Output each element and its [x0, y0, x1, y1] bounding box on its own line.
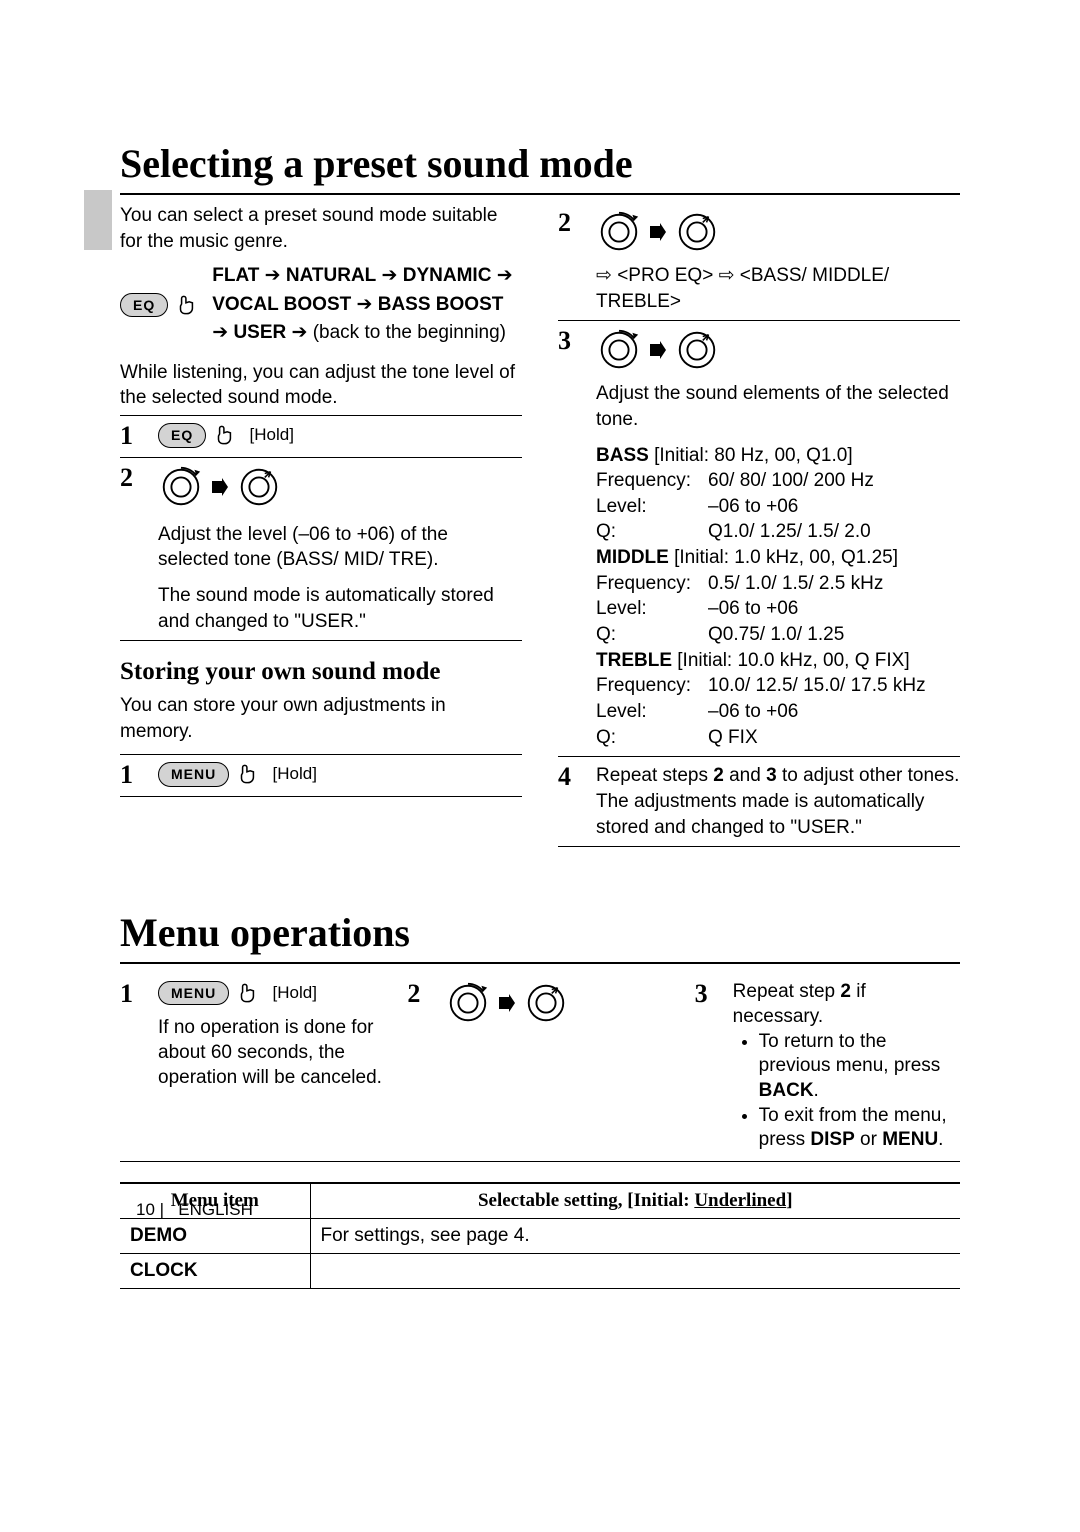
auto-store-text-2: The adjustments made is automatically st… — [596, 789, 960, 840]
rotate-dial-icon — [158, 464, 204, 510]
auto-store-text: The sound mode is automatically stored a… — [158, 583, 522, 634]
rule — [120, 1161, 960, 1162]
rule — [120, 796, 522, 797]
page-footer: 10 | ENGLISH — [136, 1200, 253, 1220]
eq-button-icon: EQ — [158, 423, 206, 448]
press-hand-icon — [235, 980, 261, 1006]
step-number: 1 — [120, 761, 144, 790]
right-step-4: 4 Repeat steps 2 and 3 to adjust other t… — [558, 763, 960, 840]
step-number: 1 — [120, 980, 144, 1090]
rotate-dial-icon — [596, 209, 642, 255]
step-number: 2 — [407, 980, 431, 1026]
step-number: 3 — [558, 327, 582, 750]
step-number: 2 — [558, 209, 582, 314]
rule — [120, 457, 522, 458]
hold-label: [Hold] — [273, 764, 317, 783]
rule — [558, 846, 960, 847]
adjust-level-text: Adjust the level (–06 to +06) of the sel… — [158, 522, 522, 573]
table-row: DEMO For settings, see page 4. — [120, 1218, 960, 1253]
left-step-1: 1 EQ [Hold] — [120, 422, 522, 451]
storing-intro: You can store your own adjustments in me… — [120, 693, 522, 744]
cell-clock: CLOCK — [120, 1253, 310, 1288]
press-dial-icon — [236, 464, 282, 510]
step-number: 1 — [120, 422, 144, 451]
rotate-dial-icon — [596, 327, 642, 373]
arrow-right-icon — [648, 340, 668, 360]
left-store-step-1: 1 MENU [Hold] — [120, 761, 522, 790]
menu-button-icon: MENU — [158, 981, 229, 1005]
rule — [558, 756, 960, 757]
right-column: 2 ⇨ <PRO EQ> ⇨ <BASS/ MIDDLE/ TREBLE> 3 — [558, 203, 960, 849]
footer-divider: | — [160, 1200, 174, 1219]
eq-button-icon: EQ — [120, 293, 168, 318]
right-step-2: 2 ⇨ <PRO EQ> ⇨ <BASS/ MIDDLE/ TREBLE> — [558, 209, 960, 314]
left-column: You can select a preset sound mode suita… — [120, 203, 522, 849]
th-setting: Selectable setting, [Initial: Underlined… — [310, 1183, 960, 1219]
menu-step-3: 3 Repeat step 2 if necessary. To return … — [695, 974, 960, 1159]
storing-subheading: Storing your own sound mode — [120, 655, 522, 689]
hold-label: [Hold] — [250, 425, 294, 444]
menu-step-1: 1 MENU [Hold] If no operation is done fo… — [120, 974, 385, 1159]
adjust-elements-text: Adjust the sound elements of the selecte… — [596, 381, 960, 432]
left-step-2: 2 Adjust the level (–06 to +06) of the s… — [120, 464, 522, 635]
rule — [120, 415, 522, 416]
page-number: 10 — [136, 1200, 155, 1219]
table-row: CLOCK — [120, 1253, 960, 1288]
press-dial-icon — [674, 209, 720, 255]
rotate-dial-icon — [445, 980, 491, 1026]
menu-step-2: 2 — [407, 974, 672, 1159]
rule — [120, 754, 522, 755]
right-step-3: 3 Adjust the sound elements of the selec… — [558, 327, 960, 750]
arrow-right-icon — [210, 477, 230, 497]
menu-table: Menu item Selectable setting, [Initial: … — [120, 1182, 960, 1289]
bass-row: BASS [Initial: 80 Hz, 00, Q1.0] — [596, 443, 960, 469]
press-dial-icon — [674, 327, 720, 373]
bullet-back: To return to the previous menu, press BA… — [759, 1030, 960, 1104]
press-hand-icon — [235, 761, 261, 787]
press-dial-icon — [523, 980, 569, 1026]
rule — [558, 320, 960, 321]
treble-row: TREBLE [Initial: 10.0 kHz, 00, Q FIX] — [596, 648, 960, 674]
nav-path-text: ⇨ <PRO EQ> ⇨ <BASS/ MIDDLE/ TREBLE> — [596, 263, 960, 314]
heading-preset-sound: Selecting a preset sound mode — [120, 140, 960, 187]
press-hand-icon — [174, 292, 200, 318]
cell-demo: DEMO — [120, 1218, 310, 1253]
footer-language: ENGLISH — [178, 1200, 253, 1219]
rule — [120, 640, 522, 641]
step-number: 2 — [120, 464, 144, 635]
arrow-right-icon — [497, 993, 517, 1013]
middle-row: MIDDLE [Initial: 1.0 kHz, 00, Q1.25] — [596, 545, 960, 571]
rule — [120, 962, 960, 964]
cell-clock-setting — [310, 1253, 960, 1288]
hold-label: [Hold] — [273, 983, 317, 1002]
press-hand-icon — [212, 422, 238, 448]
mode-sequence: FLAT ➔ NATURAL ➔ DYNAMIC ➔ VOCAL BOOST ➔… — [212, 262, 522, 348]
heading-menu-operations: Menu operations — [120, 909, 960, 956]
step-number: 3 — [695, 980, 719, 1153]
side-tab — [84, 190, 112, 250]
arrow-right-icon — [648, 222, 668, 242]
intro-text: You can select a preset sound mode suita… — [120, 203, 522, 254]
menu-button-icon: MENU — [158, 762, 229, 787]
bullet-exit: To exit from the menu, press DISP or MEN… — [759, 1104, 960, 1153]
rule — [120, 193, 960, 195]
cell-demo-setting: For settings, see page 4. — [310, 1218, 960, 1253]
while-listening-text: While listening, you can adjust the tone… — [120, 360, 522, 411]
step-number: 4 — [558, 763, 582, 840]
timeout-text: If no operation is done for about 60 sec… — [158, 1016, 385, 1090]
